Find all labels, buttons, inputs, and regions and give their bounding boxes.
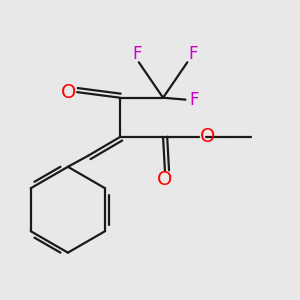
Text: F: F	[188, 45, 198, 63]
Text: O: O	[157, 170, 172, 189]
Text: F: F	[189, 92, 198, 110]
Text: O: O	[61, 82, 77, 102]
Text: O: O	[200, 127, 215, 146]
Text: F: F	[132, 45, 142, 63]
